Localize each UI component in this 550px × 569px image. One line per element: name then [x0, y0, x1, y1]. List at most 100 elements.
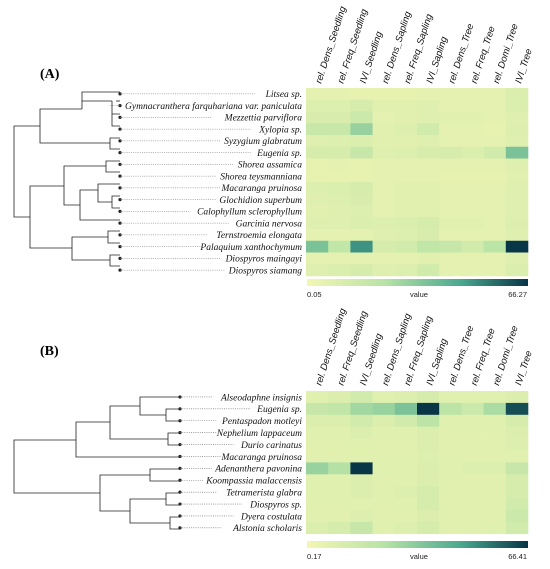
legend-min-label: 0.05 — [307, 290, 322, 299]
heatmap-cell — [505, 240, 529, 253]
heatmap-cell — [372, 229, 396, 242]
species-label: Glochidion superbum — [219, 196, 302, 206]
heatmap-cell — [439, 498, 462, 511]
heatmap-cell — [483, 521, 507, 535]
legend-title: value — [410, 290, 428, 299]
heatmap-cell — [461, 99, 484, 112]
heatmap-cell — [417, 205, 440, 218]
heatmap-cell — [439, 205, 462, 218]
column-header: IVI_Tree — [513, 350, 535, 387]
heatmap-cell — [350, 182, 373, 195]
heatmap-cell — [394, 146, 418, 159]
heatmap-cell — [372, 252, 396, 265]
heatmap-cell — [461, 158, 484, 171]
heatmap-cell — [372, 88, 396, 101]
heatmap-cell — [306, 135, 329, 148]
heatmap-cell — [483, 486, 507, 499]
heatmap-cell — [483, 252, 507, 265]
heatmap-cell — [328, 450, 351, 463]
heatmap-cell — [394, 521, 418, 535]
dendrogram-branch — [13, 439, 100, 494]
heatmap-cell — [306, 205, 329, 218]
heatmap-cell — [328, 414, 351, 427]
heatmap-cell — [439, 426, 462, 439]
heatmap-cell — [483, 193, 507, 206]
heatmap-cell — [483, 182, 507, 195]
heatmap-cell — [439, 170, 462, 183]
heatmap-cell — [483, 510, 507, 523]
heatmap-cell — [505, 135, 529, 148]
heatmap-cell — [372, 182, 396, 195]
species-label: Macaranga pruinosa — [221, 453, 303, 463]
heatmap-cell — [328, 438, 351, 451]
heatmap-cell — [394, 170, 418, 183]
heatmap-cell — [394, 229, 418, 242]
dendrogram-branch — [129, 498, 170, 524]
heatmap-cell — [306, 182, 329, 195]
heatmap-cell — [417, 146, 440, 159]
heatmap-cell — [328, 193, 351, 206]
panel-b-species-labels: Alseodaphne insignis Eugenia sp. Pentaspad… — [205, 393, 302, 534]
species-label: Diospyros sp. — [249, 500, 302, 510]
species-label: Eugenia sp. — [256, 405, 302, 415]
heatmap-cell — [505, 229, 529, 242]
legend-colorbar — [307, 279, 528, 286]
heatmap-cell — [372, 146, 396, 159]
heatmap-cell — [417, 111, 440, 124]
heatmap-cell — [505, 402, 529, 416]
legend-max-label: 66.27 — [508, 290, 527, 299]
heatmap-cell — [439, 193, 462, 206]
heatmap-cell — [417, 402, 440, 416]
heatmap-cell — [483, 229, 507, 242]
heatmap-cell — [306, 521, 329, 535]
heatmap-cell — [417, 474, 440, 487]
panel-a-label: (A) — [40, 67, 60, 82]
heatmap-cell — [328, 217, 351, 230]
species-label: Ternstroemia elongata — [216, 231, 302, 241]
heatmap-cell — [505, 521, 529, 535]
heatmap-cell — [306, 474, 329, 487]
heatmap-cell — [350, 135, 373, 148]
heatmap-cell — [483, 158, 507, 171]
heatmap-cell — [505, 88, 529, 101]
heatmap-cell — [483, 123, 507, 136]
heatmap-cell — [306, 229, 329, 242]
heatmap-cell — [505, 498, 529, 511]
species-label: Adenanthera pavonina — [214, 465, 302, 475]
heatmap-cell — [505, 486, 529, 499]
heatmap-cell — [372, 438, 396, 451]
species-label: Koompassia malaccensis — [205, 477, 302, 487]
heatmap-cell — [372, 474, 396, 487]
heatmap-cell — [372, 123, 396, 136]
heatmap-cell — [461, 240, 484, 253]
heatmap-cell — [483, 462, 507, 475]
heatmap-cell — [328, 99, 351, 112]
heatmap-cell — [394, 438, 418, 451]
heatmap-cell — [439, 135, 462, 148]
heatmap-cell — [306, 486, 329, 499]
heatmap-cell — [350, 240, 373, 253]
column-header: IVI_Sapling — [424, 337, 450, 387]
heatmap-cell — [350, 158, 373, 171]
legend-colorbar — [307, 541, 528, 548]
heatmap-cell — [372, 170, 396, 183]
species-label: Calophyllum sclerophyllum — [197, 208, 302, 218]
heatmap-cell — [461, 252, 484, 265]
dendrogram-branch — [97, 183, 120, 203]
heatmap-cell — [350, 474, 373, 487]
heatmap-cell — [417, 182, 440, 195]
heatmap-cell — [461, 414, 484, 427]
heatmap-cell — [328, 521, 351, 535]
heatmap-cell — [350, 123, 373, 136]
heatmap-cell — [417, 252, 440, 265]
dendrogram-branch — [111, 101, 120, 115]
dendrogram-branch — [111, 195, 120, 209]
heatmap-cell — [306, 88, 329, 101]
heatmap-cell — [505, 438, 529, 451]
heatmap-cell — [350, 486, 373, 499]
dendrogram-branch — [165, 492, 180, 506]
dendrogram-branch — [107, 230, 120, 244]
heatmap-cell — [394, 99, 418, 112]
